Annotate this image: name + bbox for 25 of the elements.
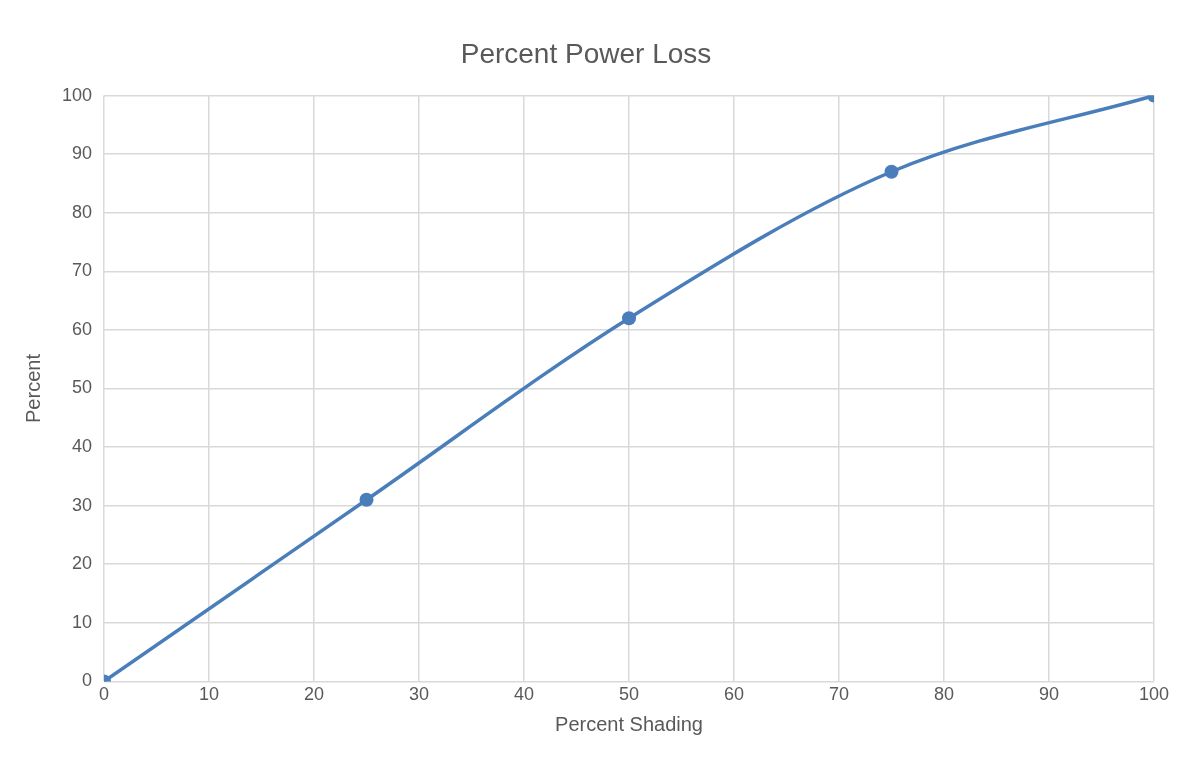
y-tick-label: 30 (72, 494, 93, 515)
x-tick-label: 60 (724, 684, 745, 705)
x-tick-label: 50 (619, 684, 640, 705)
y-tick-label: 0 (82, 670, 93, 691)
y-tick-label: 40 (72, 436, 93, 457)
chart-title: Percent Power Loss (460, 37, 712, 69)
y-tick-label: 60 (72, 318, 93, 339)
x-tick-label: 70 (828, 684, 850, 705)
y-tick-label: 50 (72, 377, 93, 398)
x-tick-label: 40 (514, 684, 535, 705)
x-axis-title: Percent Shading (555, 712, 703, 735)
y-axis-title: Percent (21, 353, 44, 423)
y-tick-label: 70 (72, 260, 93, 281)
y-tick-label: 10 (72, 611, 93, 632)
y-tick-label: 90 (72, 143, 93, 164)
x-tick-label: 80 (933, 684, 955, 705)
y-tick-label: 80 (72, 201, 93, 222)
x-tick-label: 20 (304, 684, 325, 705)
y-tick-label: 20 (72, 553, 93, 574)
x-tick-label: 90 (1038, 684, 1060, 705)
y-tick-label: 100 (61, 84, 93, 105)
x-tick-label: 100 (1138, 684, 1170, 705)
x-tick-label: 30 (409, 684, 430, 705)
x-tick-label: 0 (99, 684, 110, 705)
x-tick-label: 10 (199, 684, 220, 705)
